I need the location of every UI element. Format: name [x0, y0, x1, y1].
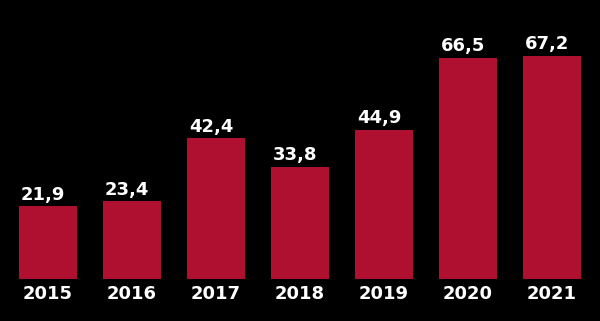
Text: 67,2: 67,2 — [525, 35, 569, 53]
Bar — [271, 167, 329, 279]
Bar — [523, 56, 581, 279]
Bar — [355, 130, 413, 279]
Bar — [187, 138, 245, 279]
Bar — [103, 201, 161, 279]
Text: 21,9: 21,9 — [21, 186, 65, 204]
Text: 66,5: 66,5 — [441, 37, 485, 55]
Text: 33,8: 33,8 — [273, 146, 317, 164]
Text: 44,9: 44,9 — [357, 109, 401, 127]
Bar — [439, 58, 497, 279]
Bar — [19, 206, 77, 279]
Text: 23,4: 23,4 — [105, 181, 149, 199]
Text: 42,4: 42,4 — [189, 117, 233, 135]
